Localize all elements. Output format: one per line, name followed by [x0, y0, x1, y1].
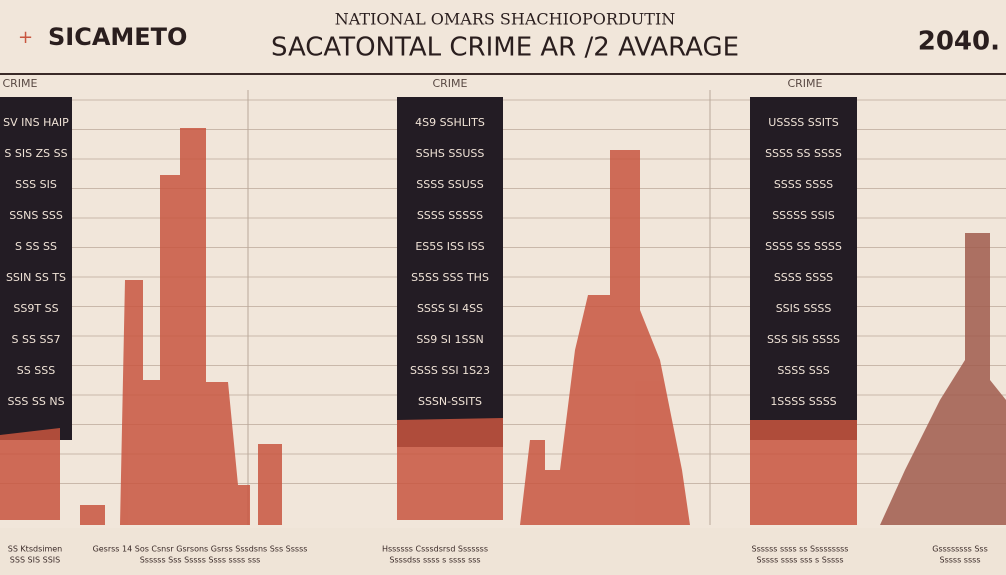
- panel-row: SSIN SS TS: [6, 271, 66, 284]
- panel-row: SSNS SSS: [9, 209, 63, 222]
- footer-text: Gesrss 14 Sos Csnsr Gsrsons Gsrss Sssdsn…: [93, 545, 308, 554]
- panel-caption: Sssss ssss sss s Sssss: [756, 556, 843, 565]
- panel-row: SSSSS SSIS: [772, 209, 835, 222]
- shape: [397, 418, 503, 520]
- panel-row: 1SSSS SSSS: [770, 395, 836, 408]
- panels: CRIME SV INS HAIP S SIS ZS SS SSS SIS SSNS S…: [0, 77, 857, 447]
- panel-row: 4S9 SSHLITS: [415, 116, 485, 129]
- panel-row: ES5S ISS ISS: [415, 240, 484, 253]
- header-left: SICAMETO: [48, 23, 187, 51]
- panel-row: SSSS SSSS: [774, 271, 833, 284]
- footer: SS Ktsdsimen SSS SIS SSIS Hssssss Csssdsrs…: [8, 545, 988, 565]
- icon: +: [18, 27, 33, 48]
- panel-row: SSS SIS: [15, 178, 57, 191]
- panel-row: SSSS SSSSS: [417, 209, 483, 222]
- panel-row: SSS SS NS: [7, 395, 64, 408]
- footer-band: [0, 528, 1006, 575]
- panel-row: SSSS SSS: [777, 364, 829, 377]
- panel-label: CRIME: [787, 77, 822, 90]
- panel-row: SSSN-SSITS: [418, 395, 482, 408]
- panel-row: S SS SS: [15, 240, 57, 253]
- panel-row: USSSS SSITS: [768, 116, 838, 129]
- panel-row: SSIS SSSS: [776, 302, 832, 315]
- header-right: 2040.: [918, 27, 1000, 57]
- panel-row: SSHS SSUSS: [416, 147, 485, 160]
- shape: [880, 233, 1006, 525]
- shape: [120, 128, 250, 525]
- shape: [520, 150, 690, 525]
- panel-row: SS SSS: [17, 364, 55, 377]
- header-title-top: NATIONAL OMARS SHACHIOPORDUTIN: [335, 10, 676, 29]
- shape: [258, 444, 282, 525]
- panel-row: S SIS ZS SS: [4, 147, 67, 160]
- dark-panel: [750, 97, 857, 440]
- panel-label: CRIME: [2, 77, 37, 90]
- dark-panel: [397, 97, 503, 447]
- footer-text: Ssssss Sss Sssss Ssss ssss sss: [140, 556, 261, 565]
- shape: [80, 505, 105, 525]
- panel-caption: Ssssss ssss ss Sssssssss: [752, 545, 849, 554]
- shape: [0, 428, 60, 520]
- footer-text: Sssss ssss: [940, 556, 981, 565]
- panel-row: SSSS SI 4SS: [417, 302, 483, 315]
- panel-row: S5SS SSS THS: [411, 271, 489, 284]
- dark-panel: [0, 97, 72, 440]
- panel-row: S SS SS7: [12, 333, 61, 346]
- panel-row: SSSS SS SSSS: [765, 147, 842, 160]
- footer-text: Gssssssss Sss: [932, 545, 988, 554]
- panel-caption: SSS SIS SSIS: [10, 556, 60, 565]
- panel-row: SS9T SS: [13, 302, 58, 315]
- panel-caption: Hssssss Csssdsrsd Sssssss: [382, 545, 488, 554]
- panel-row: SSS SIS SSSS: [767, 333, 840, 346]
- header-title: SACATONTAL CRIME AR /2 AVARAGE: [271, 33, 739, 63]
- panel-row: SSSS SSSS: [774, 178, 833, 191]
- shapes: [0, 128, 1006, 525]
- panel-row: SS9 SI 1SSN: [416, 333, 483, 346]
- panel-row: SSSS SSUSS: [416, 178, 483, 191]
- panel-row: SSSS SS SSSS: [765, 240, 842, 253]
- panel-caption: SS Ktsdsimen: [8, 545, 63, 554]
- shape: [750, 420, 857, 525]
- panel-row: SV INS HAIP: [3, 116, 69, 129]
- panel-caption: Ssssdss ssss s ssss sss: [389, 556, 480, 565]
- panel-row: SSSS SSI 1S23: [410, 364, 490, 377]
- panel-label: CRIME: [432, 77, 467, 90]
